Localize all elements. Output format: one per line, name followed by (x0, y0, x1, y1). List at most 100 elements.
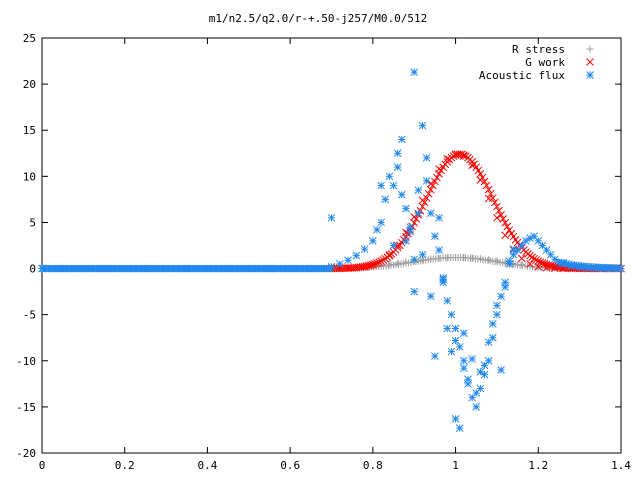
point-star (439, 275, 448, 284)
point-star (377, 181, 385, 190)
point-cross (493, 213, 501, 222)
point-star (402, 204, 410, 213)
point-star (373, 225, 381, 234)
point-cross (375, 258, 383, 266)
point-star (325, 264, 334, 273)
point-cross (532, 256, 541, 264)
legend-label: Acoustic flux (479, 69, 565, 82)
point-star (352, 251, 361, 260)
point-star (431, 232, 439, 241)
point-star (501, 283, 510, 291)
point-cross (428, 181, 437, 190)
point-cross (503, 222, 512, 231)
legend-marker (586, 71, 594, 79)
point-cross (482, 181, 491, 190)
point-cross (484, 185, 493, 194)
point-star (451, 415, 460, 423)
point-cross (433, 173, 441, 182)
point-cross (505, 226, 514, 234)
point-star (389, 181, 398, 190)
point-star (422, 177, 431, 185)
point-star (344, 256, 352, 265)
point-cross (377, 257, 385, 265)
point-cross (526, 260, 534, 268)
point-star (497, 366, 505, 374)
point-cross (420, 198, 429, 207)
point-cross (534, 257, 543, 265)
point-star (418, 250, 427, 259)
axes: 0 0.2 0.4 0.6 0.8 1 1.2 1.4 25 20 15 10 5 0 -5 -10 -15 -2… (16, 32, 631, 472)
point-star (476, 367, 485, 376)
y-tick-label: 25 (23, 32, 36, 45)
point-cross (476, 170, 485, 178)
point-star (459, 364, 468, 373)
y-tick-label: -5 (23, 309, 36, 322)
point-star (455, 424, 464, 432)
x-tick-label: 0.2 (115, 459, 135, 472)
point-star (451, 336, 460, 345)
x-tick-label: 1.4 (611, 459, 631, 472)
point-star (389, 241, 398, 250)
point-cross (497, 211, 505, 219)
point-star (410, 255, 419, 264)
point-star (493, 301, 501, 310)
point-star (447, 310, 456, 319)
point-star (493, 310, 501, 319)
point-star (472, 389, 481, 397)
point-star (422, 154, 431, 162)
point-star (468, 355, 476, 363)
point-plus (385, 260, 393, 268)
point-star (393, 163, 402, 171)
legend-marker (586, 58, 594, 66)
point-star (335, 260, 344, 268)
point-star (509, 246, 518, 254)
point-cross (422, 194, 431, 202)
point-star (472, 403, 481, 411)
point-star (397, 190, 406, 199)
point-cross (371, 259, 379, 268)
point-star (410, 287, 419, 296)
data-marks (38, 68, 625, 432)
point-cross (491, 198, 499, 207)
point-star (393, 149, 402, 158)
point-star (443, 324, 452, 333)
point-star (443, 296, 452, 305)
point-star (414, 186, 423, 195)
point-star (484, 356, 493, 365)
point-cross (478, 173, 487, 182)
point-cross (457, 150, 466, 159)
x-tick-label: 0.4 (197, 459, 217, 472)
point-star (497, 292, 505, 301)
point-cross (486, 189, 495, 198)
point-star (451, 324, 460, 333)
point-star (381, 195, 390, 204)
point-cross (538, 259, 547, 267)
point-star (402, 237, 410, 245)
point-star (480, 361, 489, 370)
point-cross (431, 177, 439, 186)
point-plus (394, 259, 402, 267)
point-star (406, 227, 414, 236)
y-tick-label: -20 (16, 447, 36, 460)
x-tick-label: 0 (39, 459, 46, 472)
point-cross (474, 166, 483, 175)
point-star (505, 257, 514, 266)
y-tick-label: 10 (23, 170, 36, 183)
point-cross (426, 185, 435, 194)
point-cross (499, 215, 507, 223)
point-cross (536, 258, 545, 266)
point-star (447, 347, 456, 356)
point-cross (379, 256, 388, 264)
point-cross (449, 152, 458, 160)
point-cross (424, 189, 433, 198)
point-star (435, 246, 443, 254)
point-cross (418, 202, 427, 211)
point-cross (495, 206, 503, 215)
point-star (414, 209, 423, 218)
point-star (484, 338, 493, 347)
point-star (464, 379, 472, 388)
point-cross (369, 260, 377, 269)
point-star (459, 329, 468, 337)
